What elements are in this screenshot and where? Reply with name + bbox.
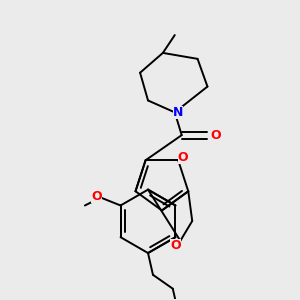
Text: O: O xyxy=(170,239,181,252)
Text: O: O xyxy=(92,190,102,203)
Text: O: O xyxy=(210,129,221,142)
Text: N: N xyxy=(172,106,183,119)
Text: O: O xyxy=(178,151,188,164)
